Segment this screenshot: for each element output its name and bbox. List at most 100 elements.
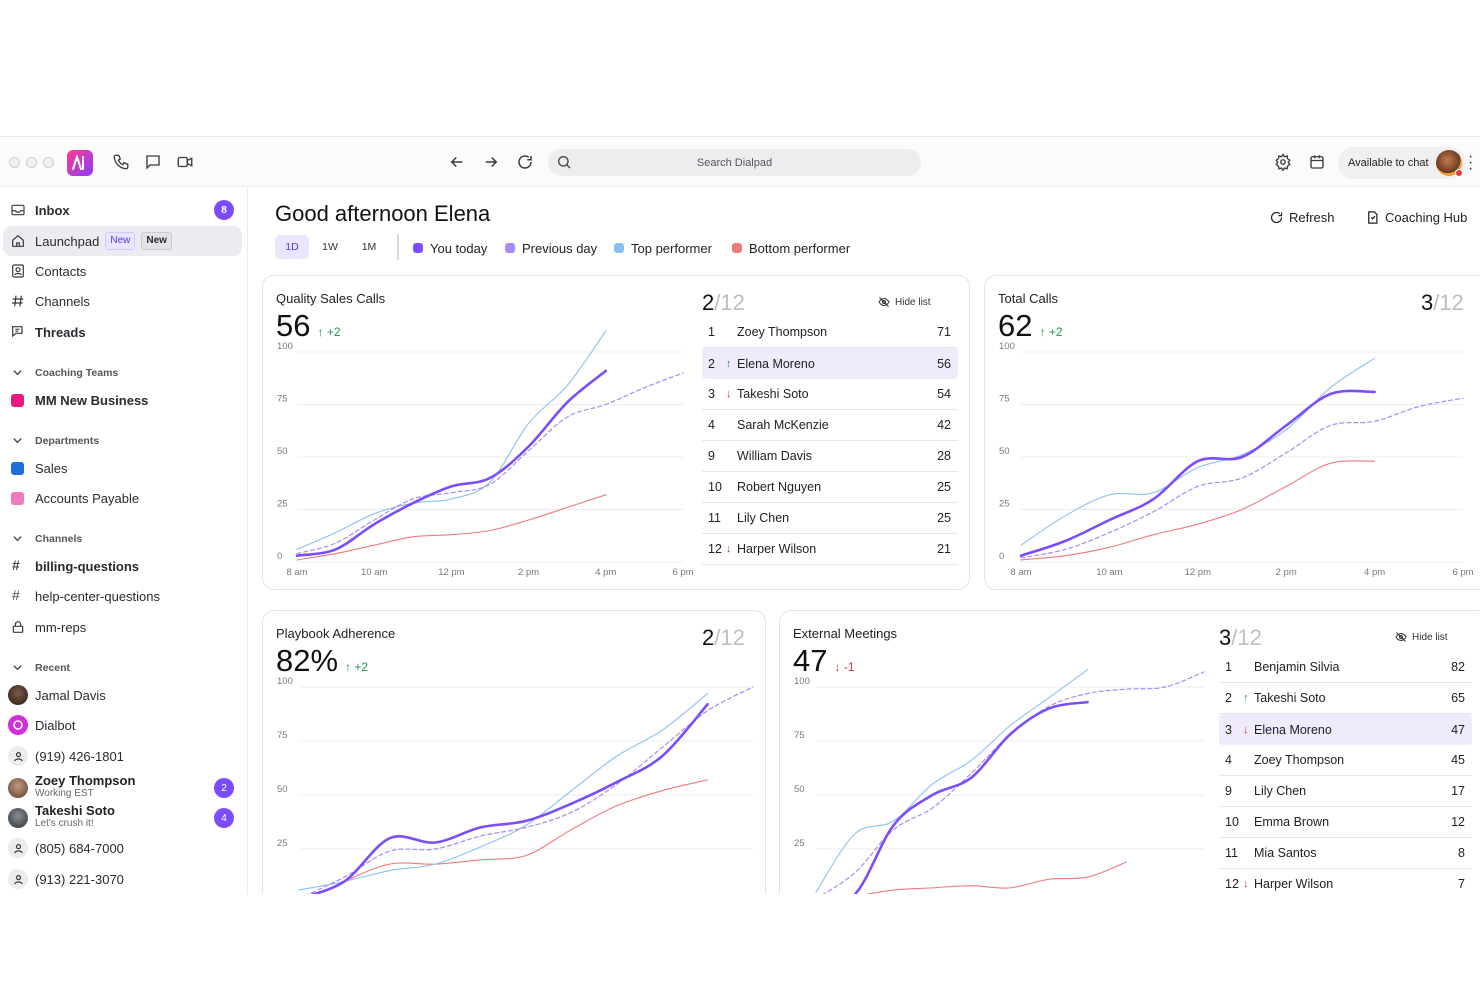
recent-item-dialbot[interactable]: Dialbot [0, 710, 248, 740]
search-input[interactable]: Search Dialpad [548, 149, 921, 176]
calendar-icon[interactable] [1306, 151, 1328, 173]
reload-icon[interactable] [514, 151, 536, 173]
recent-item-jamal-davis[interactable]: Jamal Davis [0, 680, 248, 710]
sidebar-item-billing-questions[interactable]: # billing-questions [0, 551, 248, 581]
leaderboard-row[interactable]: 12 ↓ Harper Wilson 7 [1219, 869, 1472, 894]
value-cell: 7 [1458, 877, 1465, 891]
departments-header[interactable]: Departments [0, 431, 248, 451]
value-cell: 28 [937, 449, 951, 463]
leaderboard-row[interactable]: 12 ↓ Harper Wilson 21 [702, 534, 958, 565]
recent-item-takeshi-soto[interactable]: Takeshi Soto Let's crush it! 4 [0, 803, 248, 835]
leaderboard-row[interactable]: 9 William Davis 28 [702, 441, 958, 472]
total-calls-card: Total Calls 62 ↑ +2 3/12 0 25 50 75 100 8 am 1… [984, 275, 1480, 590]
sidebar-item-label: Inbox [35, 202, 70, 218]
value-cell: 8 [1458, 846, 1465, 860]
sidebar-item-label: Channels [35, 293, 90, 309]
leaderboard-row[interactable]: 3 ↓ Elena Moreno 47 [1219, 714, 1472, 745]
leaderboard-row[interactable]: 3 ↓ Takeshi Soto 54 [702, 379, 958, 410]
value-cell: 47 [1451, 722, 1465, 737]
sidebar-item-help-center-questions[interactable]: # help-center-questions [0, 581, 248, 611]
back-arrow-icon[interactable] [446, 151, 468, 173]
video-icon[interactable] [174, 151, 196, 173]
section-label: Departments [35, 435, 100, 447]
sidebar-item-inbox[interactable]: Inbox 8 [0, 195, 248, 225]
leaderboard-row[interactable]: 4 Zoey Thompson 45 [1219, 745, 1472, 776]
leaderboard-row[interactable]: 1 Benjamin Silvia 82 [1219, 652, 1472, 683]
status-dot [1455, 169, 1463, 177]
message-icon[interactable] [142, 151, 164, 173]
y-tick-label: 100 [999, 341, 1015, 352]
sidebar-item-sales[interactable]: Sales [0, 453, 248, 483]
x-tick-label: 12 pm [438, 567, 464, 578]
series-line [1020, 397, 1464, 559]
recent-item-phone-2[interactable]: (805) 684-7000 [0, 833, 248, 863]
sidebar-item-accounts-payable[interactable]: Accounts Payable [0, 483, 248, 513]
home-icon [10, 233, 26, 249]
sidebar-item-label: (913) 221-3070 [35, 871, 124, 887]
leaderboard-row[interactable]: 10 Emma Brown 12 [1219, 807, 1472, 838]
leaderboard-row[interactable]: 11 Lily Chen 25 [702, 503, 958, 534]
sidebar-item-launchpad[interactable]: Launchpad New New [3, 226, 242, 256]
legend-label: Top performer [631, 240, 712, 256]
threads-icon [10, 324, 26, 340]
window-minimize-button[interactable] [26, 157, 37, 168]
leaderboard-row[interactable]: 11 Mia Santos 8 [1219, 838, 1472, 869]
sidebar-item-label: (805) 684-7000 [35, 840, 124, 856]
forward-arrow-icon[interactable] [480, 151, 502, 173]
value-cell: 82 [1451, 660, 1465, 674]
window-close-button[interactable] [9, 157, 20, 168]
hide-list-button[interactable]: Hide list [1395, 631, 1448, 643]
eye-off-icon [878, 297, 890, 307]
refresh-button[interactable]: Refresh [1269, 207, 1335, 227]
recent-header[interactable]: Recent [0, 658, 248, 678]
series-line [815, 669, 1089, 893]
coaching-teams-header[interactable]: Coaching Teams [0, 363, 248, 383]
leaderboard-row[interactable]: 4 Sarah McKenzie 42 [702, 410, 958, 441]
gear-icon[interactable] [1272, 151, 1294, 173]
sidebar-item-mm-reps[interactable]: mm-reps [0, 612, 248, 642]
recent-item-zoey-thompson[interactable]: Zoey Thompson Working EST 2 [0, 773, 248, 805]
rank-cell: 1 [708, 325, 715, 339]
leaderboard-row[interactable]: 9 Lily Chen 17 [1219, 776, 1472, 807]
y-tick-label: 0 [277, 551, 282, 562]
name-cell: William Davis [737, 449, 812, 463]
app-logo-icon[interactable] [67, 150, 93, 176]
delta-text: -1 [843, 660, 855, 674]
inbox-count-badge: 8 [214, 200, 234, 220]
more-options-icon[interactable]: · · · [1468, 148, 1474, 177]
leaderboard-row[interactable]: 1 Zoey Thompson 71 [702, 317, 958, 348]
y-tick-label: 50 [277, 446, 288, 457]
metric-delta: ↑ +2 [345, 660, 369, 674]
leaderboard-row[interactable]: 10 Robert Nguyen 25 [702, 472, 958, 503]
legend-swatch [614, 243, 624, 253]
recent-item-phone-1[interactable]: (919) 426-1801 [0, 741, 248, 771]
page-title: Good afternoon Elena [275, 201, 491, 226]
leaderboard-row[interactable]: 2 ↑ Elena Moreno 56 [702, 348, 958, 379]
phone-icon[interactable] [110, 151, 132, 173]
leaderboard-row[interactable]: 2 ↑ Takeshi Soto 65 [1219, 683, 1472, 714]
coaching-hub-button[interactable]: Coaching Hub [1365, 207, 1467, 227]
value-cell: 21 [937, 542, 951, 556]
hide-list-button[interactable]: Hide list [878, 296, 931, 308]
sidebar-item-mm-new-business[interactable]: MM New Business [0, 385, 248, 415]
recent-item-phone-3[interactable]: (913) 221-3070 [0, 864, 248, 894]
range-1d-button[interactable]: 1D [275, 235, 309, 259]
sidebar-item-contacts[interactable]: Contacts [0, 256, 248, 286]
sidebar-item-channels[interactable]: Channels [0, 286, 248, 316]
range-1m-button[interactable]: 1M [361, 241, 377, 253]
card-title: Total Calls [998, 291, 1058, 306]
sidebar-item-threads[interactable]: Threads [0, 317, 248, 347]
series-line [295, 369, 608, 557]
status-button[interactable]: Available to chat [1338, 147, 1466, 179]
legend-swatch [505, 243, 515, 253]
name-cell: Elena Moreno [1254, 722, 1332, 737]
series-line [865, 861, 1127, 894]
series-line [296, 330, 607, 550]
channels-header[interactable]: Channels [0, 529, 248, 549]
quality-sales-calls-card: Quality Sales Calls 56 ↑ +2 0 25 50 75 100 8 … [262, 275, 970, 590]
window-zoom-button[interactable] [43, 157, 54, 168]
person-icon [8, 869, 28, 889]
inbox-icon [10, 202, 26, 218]
range-1w-button[interactable]: 1W [322, 241, 338, 253]
legend-bottom-performer: Bottom performer [732, 239, 850, 257]
